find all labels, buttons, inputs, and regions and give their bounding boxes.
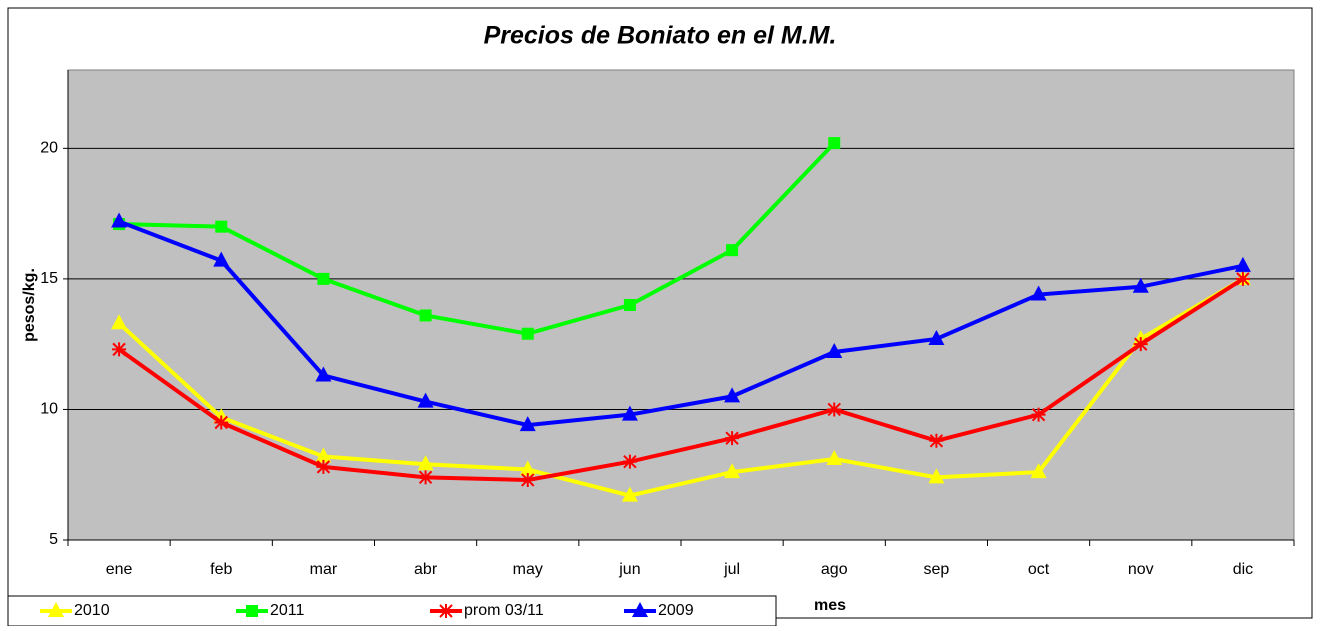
- x-axis-label: mes: [814, 597, 846, 614]
- x-tick-label: jun: [618, 561, 640, 578]
- chart-title: Precios de Boniato en el M.M.: [484, 22, 837, 50]
- x-tick-label: mar: [310, 561, 338, 578]
- x-tick-label: jul: [723, 561, 740, 578]
- series-line: [117, 277, 1244, 482]
- y-axis-label: pesos/kg.: [21, 268, 38, 342]
- marker: [214, 415, 229, 430]
- series-line: [119, 141, 836, 336]
- x-tick-label: may: [513, 561, 543, 578]
- marker: [111, 212, 128, 228]
- marker: [725, 431, 740, 446]
- marker: [1030, 463, 1047, 479]
- series-line: [118, 219, 1244, 428]
- marker: [928, 329, 945, 345]
- marker: [1234, 256, 1251, 272]
- marker: [1133, 337, 1148, 352]
- marker: [315, 447, 332, 463]
- x-tick-label: sep: [924, 561, 950, 578]
- y-tick-label: 20: [40, 140, 58, 157]
- marker: [1031, 407, 1046, 422]
- marker: [622, 454, 637, 469]
- x-tick-label: feb: [210, 561, 232, 578]
- marker: [215, 220, 228, 233]
- marker: [519, 416, 536, 432]
- marker: [316, 459, 331, 474]
- x-tick-label: ene: [106, 561, 133, 578]
- marker: [521, 327, 534, 340]
- y-tick-label: 10: [40, 401, 58, 418]
- marker: [724, 463, 741, 479]
- marker: [213, 251, 230, 267]
- marker: [929, 433, 944, 448]
- marker: [726, 244, 739, 257]
- marker: [439, 604, 453, 618]
- marker: [417, 455, 434, 471]
- marker: [417, 392, 434, 408]
- marker: [621, 486, 638, 502]
- plot-area: [67, 69, 1295, 541]
- marker: [928, 468, 945, 484]
- legend-label: prom 03/11: [464, 602, 544, 619]
- x-tick-label: dic: [1233, 561, 1253, 578]
- marker: [419, 309, 432, 322]
- marker: [623, 299, 636, 311]
- marker: [246, 605, 258, 617]
- marker: [48, 602, 64, 617]
- marker: [112, 342, 127, 357]
- marker: [418, 470, 433, 485]
- y-tick-label: 15: [40, 270, 58, 287]
- marker: [111, 314, 128, 330]
- marker: [828, 137, 841, 150]
- x-tick-label: abr: [414, 561, 438, 578]
- marker: [621, 405, 638, 421]
- marker: [632, 602, 648, 617]
- marker: [519, 460, 536, 476]
- marker: [1235, 271, 1250, 286]
- legend-label: 2009: [658, 602, 694, 619]
- x-tick-label: oct: [1028, 561, 1050, 578]
- marker: [827, 402, 842, 417]
- x-tick-label: ago: [821, 561, 848, 578]
- marker: [520, 472, 535, 487]
- x-tick-label: nov: [1128, 561, 1154, 578]
- marker: [1030, 285, 1047, 301]
- marker: [826, 450, 843, 466]
- marker: [1132, 277, 1149, 293]
- marker: [826, 343, 843, 358]
- y-tick-label: 5: [49, 531, 58, 548]
- legend-label: 2010: [74, 602, 110, 619]
- marker: [315, 366, 332, 382]
- marker: [724, 387, 741, 403]
- legend-label: 2011: [270, 602, 305, 619]
- series-line: [117, 277, 1244, 498]
- marker: [317, 272, 330, 285]
